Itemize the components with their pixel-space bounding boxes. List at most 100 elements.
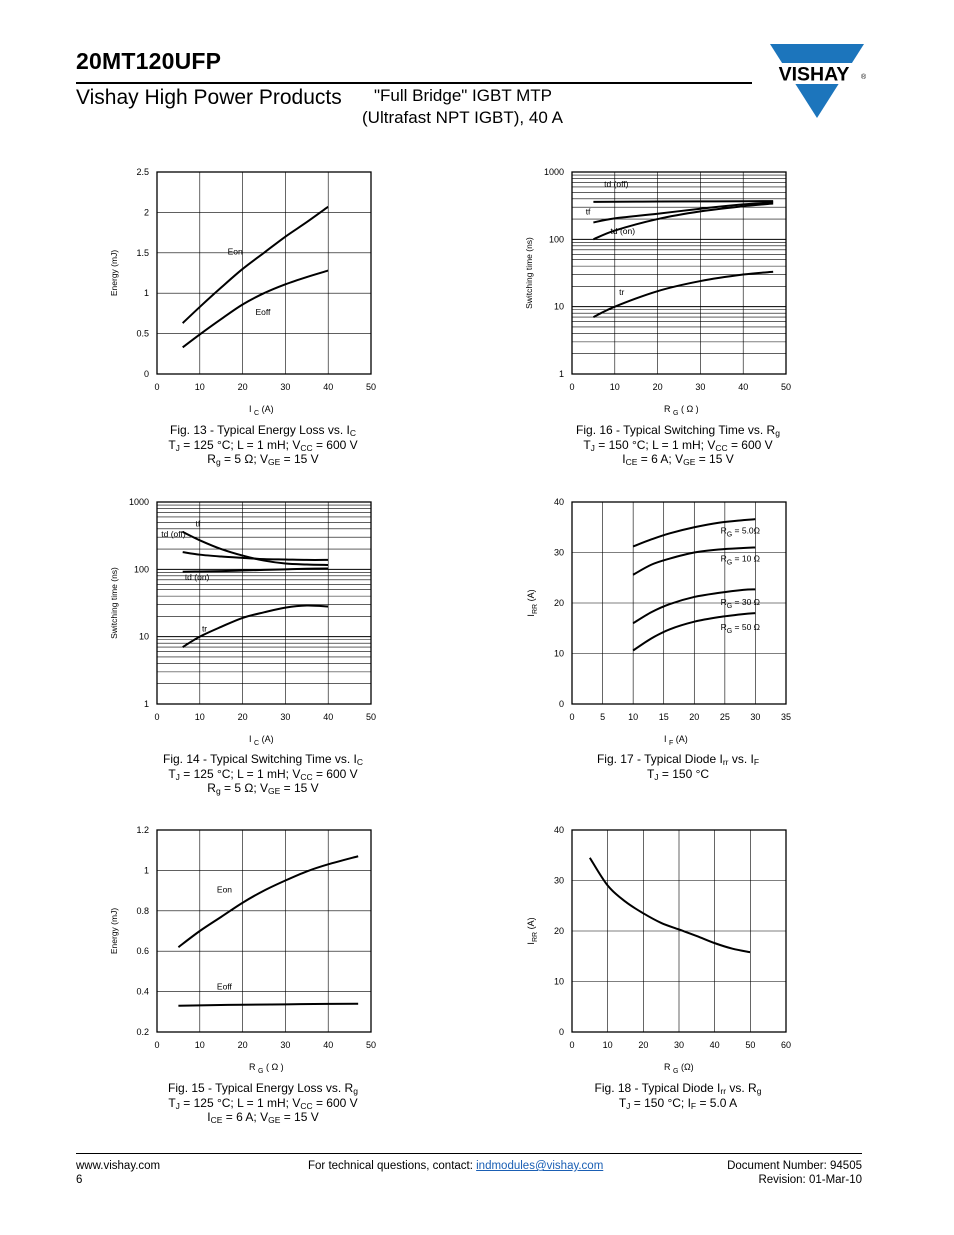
series-line [182, 551, 329, 561]
x-tick-label: 30 [280, 382, 290, 392]
caption-line: TJ = 125 °C; L = 1 mH; VCC = 600 V [168, 766, 358, 782]
x-tick-label: 20 [238, 382, 248, 392]
y-tick-label: 100 [134, 564, 149, 574]
caption-line: TJ = 125 °C; L = 1 mH; VCC = 600 V [168, 1095, 358, 1111]
part-number: 20MT120UFP [76, 48, 222, 74]
y-tick-label: 0 [144, 369, 149, 379]
document-title-line2: (Ultrafast NPT IGBT), 40 A [362, 108, 563, 127]
y-tick-label: 1 [144, 699, 149, 709]
figure-15: 0 10 20 30 40 50 0.2 0.4 0.6 0.8 1 1.2 R G ( Ω ) Ener… [100, 818, 390, 1078]
figure-17-caption: Fig. 17 - Typical Diode Irr vs. IF TJ = 1… [528, 752, 828, 781]
x-tick-label: 15 [659, 712, 669, 722]
y-tick-label: 20 [554, 598, 564, 608]
caption-line: Rg = 5 Ω; VGE = 15 V [207, 452, 319, 467]
y-axis-label: Switching time (ns) [524, 237, 534, 309]
y-tick-label: 1 [559, 369, 564, 379]
y-tick-label: 0.2 [136, 1027, 149, 1037]
plot-frame [571, 829, 787, 1033]
plot-frame [156, 171, 372, 375]
y-tick-label: 100 [549, 234, 564, 244]
y-tick-label: 2 [144, 207, 149, 217]
x-tick-label: 40 [323, 382, 333, 392]
caption-line: Rg = 5 Ω; VGE = 15 V [207, 781, 319, 796]
x-tick-label: 20 [653, 382, 663, 392]
x-tick-label: 35 [781, 712, 791, 722]
series-label: Eoff [217, 982, 233, 992]
fig14-chart: 0 10 20 30 40 50 1 10 100 1000 I C (A) Switching ti… [109, 497, 376, 747]
x-axis-label: I C (A) [249, 734, 274, 747]
caption-line: ICE = 6 A; VGE = 15 V [207, 1110, 319, 1125]
x-tick-label: 10 [195, 382, 205, 392]
caption-line: Fig. 13 - Typical Energy Loss vs. IC [170, 423, 356, 438]
header-rule [76, 82, 752, 84]
fig17-chart: 0 5 10 15 20 25 30 35 0 10 20 30 40 I F (A) IRR (A) RG … [526, 497, 791, 747]
grid [157, 502, 371, 704]
x-tick-label: 10 [195, 1040, 205, 1050]
vishay-logo-text: VISHAY [779, 64, 850, 86]
x-tick-label: 10 [603, 1040, 613, 1050]
caption-line: TJ = 150 °C; L = 1 mH; VCC = 600 V [583, 437, 773, 453]
y-tick-label: 20 [554, 926, 564, 936]
x-tick-label: 50 [366, 712, 376, 722]
y-tick-label: 10 [554, 977, 564, 987]
figure-17: 0 5 10 15 20 25 30 35 0 10 20 30 40 I F (A) IRR (A) RG … [515, 490, 805, 750]
x-tick-label: 30 [280, 712, 290, 722]
caption-line: Fig. 14 - Typical Switching Time vs. IC [163, 752, 363, 767]
series-label: tf [196, 519, 201, 529]
figure-16-caption: Fig. 16 - Typical Switching Time vs. Rg T… [528, 423, 828, 467]
series-line [593, 200, 774, 203]
x-tick-label: 50 [745, 1040, 755, 1050]
x-axis-label: R G ( Ω ) [664, 404, 699, 417]
x-axis-label: R G ( Ω ) [249, 1062, 284, 1075]
x-tick-label: 5 [600, 712, 605, 722]
series-label: td (on) [185, 572, 210, 582]
y-tick-label: 30 [554, 876, 564, 886]
x-axis-label: I F (A) [664, 734, 688, 747]
y-tick-label: 30 [554, 548, 564, 558]
figure-13-caption: Fig. 13 - Typical Energy Loss vs. IC TJ =… [113, 423, 413, 467]
footer-contact-email[interactable]: indmodules@vishay.com [476, 1160, 604, 1172]
plot-frame [571, 171, 787, 375]
x-tick-label: 0 [569, 1040, 574, 1050]
x-tick-label: 40 [323, 712, 333, 722]
footer-contact: For technical questions, contact: indmod… [308, 1159, 603, 1173]
y-tick-label: 1000 [129, 497, 149, 507]
figure-18: 0 10 20 30 40 50 60 0 10 20 30 40 R G (Ω) IRR (A) [515, 818, 805, 1078]
series-line [182, 604, 329, 648]
caption-line: Fig. 18 - Typical Diode Irr vs. Rg [594, 1081, 762, 1096]
y-axis-label: IRR (A) [526, 589, 539, 616]
fig16-chart: 0 10 20 30 40 50 1 10 100 1000 R G ( Ω ) Switching … [524, 167, 791, 417]
x-tick-label: 20 [638, 1040, 648, 1050]
x-tick-label: 60 [781, 1040, 791, 1050]
x-tick-label: 0 [569, 382, 574, 392]
caption-line: Fig. 15 - Typical Energy Loss vs. Rg [168, 1081, 358, 1096]
fig18-chart: 0 10 20 30 40 50 60 0 10 20 30 40 R G (Ω) IRR (A) [526, 825, 791, 1075]
y-tick-label: 1.5 [136, 248, 149, 258]
x-tick-label: 0 [154, 712, 159, 722]
series-label: tf [586, 206, 591, 216]
x-tick-label: 40 [323, 1040, 333, 1050]
caption-line: Fig. 16 - Typical Switching Time vs. Rg [576, 423, 780, 438]
footer-website[interactable]: www.vishay.com [76, 1160, 161, 1172]
plot-frame [156, 501, 372, 705]
series-line [632, 612, 756, 652]
x-tick-label: 10 [628, 712, 638, 722]
caption-line: TJ = 150 °C [646, 766, 710, 782]
x-tick-label: 20 [238, 1040, 248, 1050]
x-tick-label: 40 [738, 382, 748, 392]
x-tick-label: 20 [689, 712, 699, 722]
x-tick-label: 0 [154, 1040, 159, 1050]
figure-16: 0 10 20 30 40 50 1 10 100 1000 R G ( Ω ) Switching … [515, 160, 805, 420]
y-tick-label: 1 [144, 865, 149, 875]
series-line [632, 588, 756, 625]
series-label: td (on) [611, 226, 636, 236]
y-tick-label: 0 [559, 1027, 564, 1037]
x-tick-label: 10 [195, 712, 205, 722]
x-tick-label: 40 [710, 1040, 720, 1050]
y-tick-label: 10 [554, 302, 564, 312]
y-tick-label: 40 [554, 497, 564, 507]
y-axis-label: IRR (A) [526, 917, 539, 944]
x-axis-label: R G (Ω) [664, 1062, 694, 1075]
x-tick-label: 25 [720, 712, 730, 722]
footer-contact-prefix: For technical questions, contact: [308, 1160, 477, 1172]
